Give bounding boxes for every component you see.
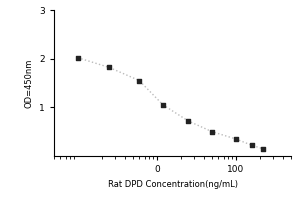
Point	[137, 79, 142, 82]
Point	[107, 66, 112, 69]
Point	[260, 147, 265, 150]
Point	[233, 137, 238, 141]
Point	[210, 130, 214, 133]
Point	[160, 103, 165, 106]
X-axis label: Rat DPD Concentration(ng/mL): Rat DPD Concentration(ng/mL)	[107, 180, 238, 189]
Point	[250, 144, 254, 147]
Point	[75, 56, 80, 59]
Y-axis label: OD=450nm: OD=450nm	[25, 58, 34, 108]
Point	[186, 119, 190, 123]
